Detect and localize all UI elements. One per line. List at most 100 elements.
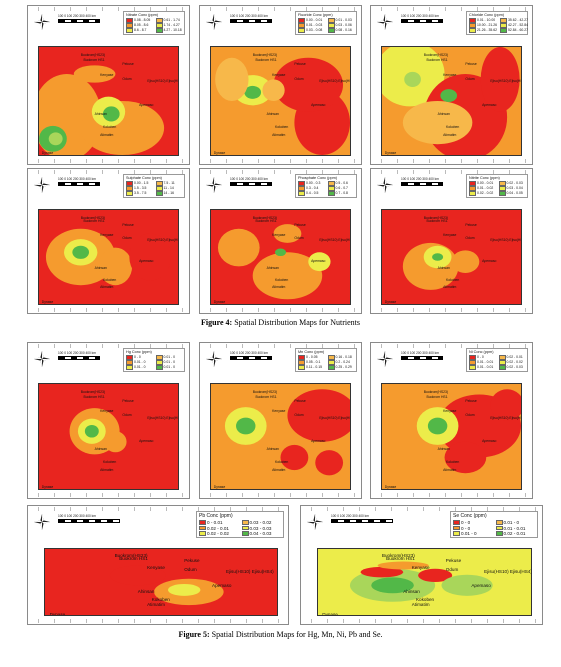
- legend-item: 0.03 - 0.08: [298, 28, 325, 33]
- north-arrow-icon: [377, 351, 393, 367]
- map-legend: Sulphate Conc (ppm) 0.00 - 1.5 7.5 - 11 1.5…: [123, 174, 185, 198]
- north-arrow-icon: [377, 177, 393, 193]
- concentration-zone: [308, 252, 331, 272]
- legend-item: 21.26 - 35.62: [469, 28, 497, 33]
- legend-swatch: [155, 191, 163, 196]
- figure-5-text: Spatial Distribution Maps for Hg, Mn, Ni…: [209, 630, 383, 639]
- concentration-zone: [444, 441, 487, 474]
- legend-label: 0.3 - 0.4: [306, 186, 319, 191]
- place-label: Kenyase: [272, 232, 286, 237]
- scale-bar-label: 100 0 100 200 300 400 km: [230, 14, 268, 18]
- legend-label: 0 - 0.01: [207, 520, 223, 525]
- legend-swatch: [241, 525, 249, 531]
- legend-item: 11 - 14: [155, 186, 183, 191]
- concentration-zone: [102, 106, 120, 122]
- legend-label: 0.00 - 0.01: [306, 18, 323, 23]
- concentration-zone: [287, 389, 350, 442]
- concentration-zone: [490, 389, 521, 421]
- place-label: Ahinsan: [266, 447, 279, 451]
- legend-label: 0.01 - 0.02: [477, 186, 494, 191]
- place-label: Buokrom HS1: [426, 394, 448, 399]
- legend-label: 42.27 - 52.84: [507, 23, 528, 28]
- legend-item: 0.01 - 0: [453, 531, 493, 536]
- legend-label: 0.05 - 0.1: [306, 360, 321, 365]
- scale-bar: 100 0 100 200 300 400 km: [401, 351, 443, 360]
- place-label: Ejisu(HS10) Ejisu(HS4): [490, 415, 521, 420]
- legend-swatch: [155, 360, 163, 365]
- place-label: Buokrom HS1: [83, 394, 105, 399]
- place-label: Buokrom(HS23): [423, 390, 448, 395]
- legend-label: 0.03 - 0.02: [249, 520, 272, 525]
- coordinate-ticks-bottom: [381, 159, 528, 163]
- legend-label: 1.5 - 3.5: [134, 186, 147, 191]
- place-label: Atimatim: [272, 285, 286, 290]
- place-label: Atimatim: [272, 133, 286, 138]
- place-label: Kenyase: [147, 564, 165, 570]
- legend-label: 0 - 0: [461, 520, 471, 525]
- legend-item: 0.16 - 0.18: [327, 355, 355, 360]
- place-label: Kenyase: [443, 72, 457, 77]
- legend-swatch: [498, 191, 506, 196]
- scale-bar-graphic: [230, 182, 272, 186]
- scale-bar-graphic: [230, 356, 272, 360]
- legend-label: 0.25 - 0.29: [335, 365, 352, 370]
- place-label: Kokoben: [445, 277, 460, 282]
- legend-label: 0 - 0: [461, 525, 471, 531]
- legend-swatch: [469, 186, 476, 191]
- place-label: Dynase: [384, 150, 397, 155]
- place-label: Ahinsan: [94, 266, 107, 271]
- legend-item: 8.6 - 8.7: [126, 28, 153, 33]
- legend-label: 0 - 0.05: [306, 355, 318, 360]
- legend-swatch: [126, 181, 133, 186]
- scale-bar-graphic: [401, 182, 443, 186]
- figure-4-text: Spatial Distribution Maps for Nutrients: [232, 318, 360, 327]
- place-label: Pekuse: [465, 62, 477, 67]
- legend-title: Ni Conc (ppm): [469, 350, 494, 354]
- concentration-zone: [432, 253, 444, 261]
- map-base-fill: [45, 549, 277, 615]
- legend-item: 0.00 - 0.01: [298, 18, 325, 23]
- legend-swatch: [469, 28, 476, 33]
- place-label: Atimatim: [147, 601, 165, 607]
- scale-bar-label: 100 0 100 200 300 400 km: [230, 177, 268, 181]
- scale-bar-label: 100 0 100 200 300 400 km: [58, 14, 96, 18]
- legend-label: 0.00 - 0.01: [477, 181, 494, 186]
- legend-item: 0.01 - 0: [126, 365, 153, 370]
- legend-title: Fluoride Conc (ppm): [298, 13, 333, 17]
- concentration-zone: [480, 47, 520, 112]
- legend-swatch: [453, 520, 460, 525]
- place-label: Pekuse: [294, 398, 306, 403]
- legend-label: 0.01 - 0.01: [503, 525, 526, 531]
- place-label: Buokrom(HS23): [80, 53, 105, 58]
- legend-item: 0 - 0: [126, 355, 153, 360]
- map-area: Buokrom(HS23) Buokrom HS1 Pekuse Kenyase Odu…: [38, 209, 179, 305]
- place-label: Buokrom(HS23): [252, 53, 277, 58]
- place-label: Apemaso: [139, 103, 154, 108]
- legend-swatch: [495, 531, 503, 536]
- scale-bar: 100 0 100 200 300 400 km: [58, 177, 100, 186]
- legend-item: 0.11 - 0.15: [298, 365, 325, 370]
- concentration-zone: [451, 250, 480, 273]
- scale-bar: 100 0 100 200 300 400 km: [331, 514, 393, 523]
- place-label: Ahinsan: [437, 111, 450, 116]
- place-label: Ejisu(HS10) Ejisu(HS4): [319, 415, 350, 420]
- place-label: Buokrom(HS23): [80, 390, 105, 395]
- place-label: Kenyase: [100, 409, 114, 414]
- legend-swatch: [469, 191, 476, 196]
- legend-item: 0.01 - 0.01: [469, 365, 496, 370]
- legend-label: 0.02 - 0.01: [503, 531, 526, 536]
- legend-swatch: [298, 181, 305, 186]
- place-label: Ejisu(HS10) Ejisu(HS4): [319, 238, 350, 243]
- scale-bar-graphic: [401, 19, 443, 23]
- concentration-zone: [98, 247, 133, 286]
- legend-item: 0.01 - 0.03: [298, 23, 325, 28]
- legend-label: 0.03 - 0.04: [506, 186, 523, 191]
- concentration-zone: [104, 431, 127, 453]
- concentration-zone: [252, 252, 323, 300]
- legend-swatch: [498, 181, 506, 186]
- legend-label: 0.01 - 0.03: [335, 18, 352, 23]
- legend-label: 0.04 - 0.03: [249, 531, 272, 536]
- place-label: Atimatim: [100, 468, 114, 472]
- place-label: Dynase: [213, 300, 226, 305]
- map-area: Buokrom(HS23) Buokrom HS1 Pekuse Kenyase Odu…: [210, 46, 351, 156]
